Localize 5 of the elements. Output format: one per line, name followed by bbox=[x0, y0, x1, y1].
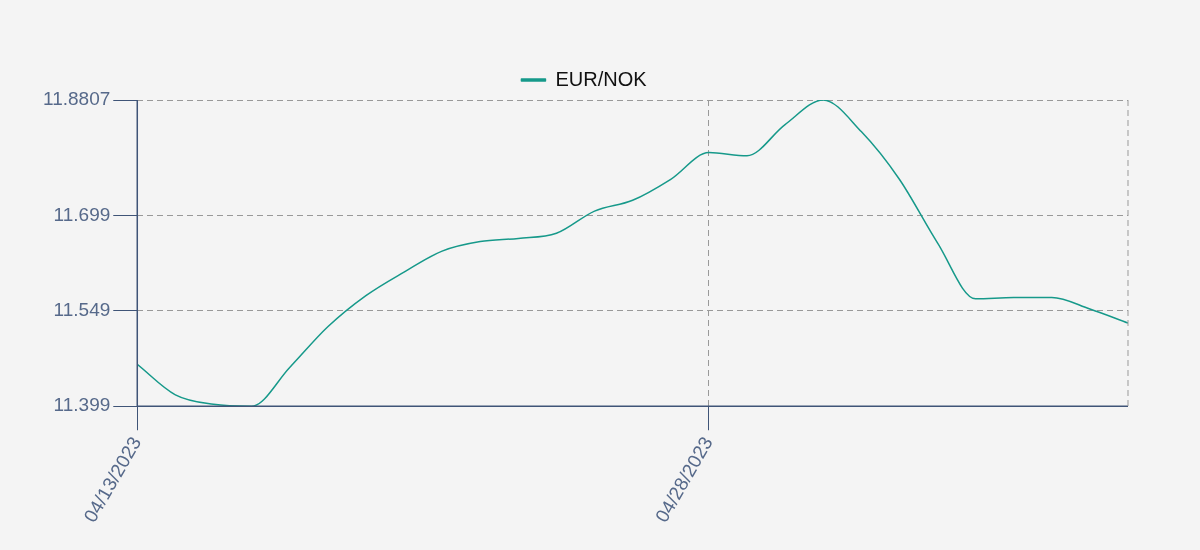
legend-label: EUR/NOK bbox=[555, 67, 648, 90]
y-tick-label: 11.699 bbox=[53, 203, 111, 225]
y-tick-label: 11.549 bbox=[53, 299, 111, 321]
y-tick-label: 11.399 bbox=[53, 394, 111, 416]
y-tick-label: 11.8807 bbox=[42, 88, 111, 110]
